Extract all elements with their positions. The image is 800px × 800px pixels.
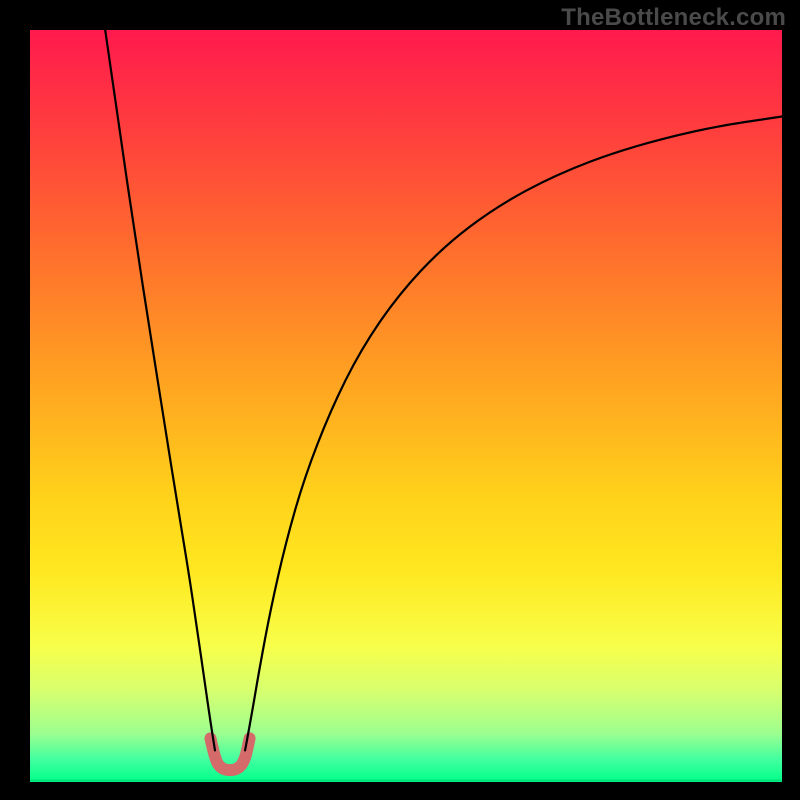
chart-background xyxy=(30,30,782,782)
chart-plot-area xyxy=(30,30,782,782)
watermark-text: TheBottleneck.com xyxy=(561,4,786,32)
chart-outer-frame xyxy=(0,0,800,800)
chart-svg xyxy=(30,30,782,782)
